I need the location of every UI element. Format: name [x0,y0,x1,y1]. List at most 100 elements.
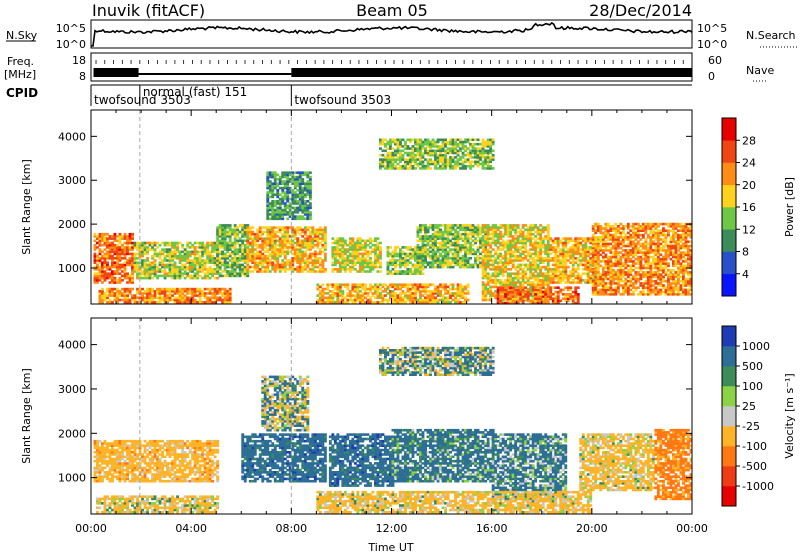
echo-cell [196,261,200,264]
echo-cell [499,279,503,282]
echo-cell [168,265,172,269]
echo-cell [278,254,282,258]
echo-cell [98,270,102,273]
echo-cell [296,237,300,240]
echo-cell [136,263,139,267]
echo-cell [191,274,195,278]
echo-cell [221,243,225,247]
echo-cell [386,250,390,254]
echo-cell [161,270,164,273]
echo-cell [176,257,179,260]
echo-cell [291,228,295,232]
echo-cell [238,274,242,278]
echo-cell [153,254,157,258]
echo-cell [218,265,222,269]
echo-cell [173,263,177,267]
echo-cell [456,259,460,262]
echo-cell [529,248,533,251]
echo-cell [454,254,457,258]
echo-cell [276,217,280,221]
echo-cell [313,250,317,254]
echo-cell [436,235,440,238]
echo-cell [316,232,320,236]
echo-cell [266,204,270,207]
echo-cell [141,272,144,275]
echo-cell [424,298,427,302]
echo-cell [236,259,240,262]
echo-cell [471,248,475,251]
echo-cell [263,254,267,258]
echo-cell [228,296,232,300]
echo-cell [208,243,212,247]
echo-cell [101,250,104,254]
echo-cell [291,265,295,269]
echo-cell [356,285,360,289]
echo-cell [146,241,149,245]
echo-cell [323,287,327,291]
echo-cell [338,285,342,289]
echo-cell [323,235,327,238]
echo-cell [298,261,302,264]
echo-cell [374,243,377,247]
echo-cell [536,226,540,229]
echo-cell [173,246,177,249]
echo-cell [153,243,157,247]
echo-cell [241,224,245,227]
echo-cell [431,239,435,243]
echo-cell [361,254,365,258]
echo-cell [218,257,222,260]
echo-cell [551,268,555,271]
echo-cell [581,279,585,282]
echo-cell [236,250,240,254]
echo-cell [419,228,422,232]
echo-cell [156,241,159,245]
echo-cell [121,287,124,291]
echo-cell [226,290,230,293]
echo-cell [313,254,317,258]
echo-cell [464,265,467,269]
echo-cell [248,226,252,229]
echo-cell [469,252,472,256]
echo-cell [451,248,455,251]
echo-cell [168,270,172,273]
echo-cell [629,277,633,281]
echo-cell [306,204,310,207]
echo-cell [474,259,477,262]
echo-cell [481,257,485,260]
echo-cell [364,252,367,256]
echo-cell [161,241,164,245]
echo-cell [301,171,305,174]
echo-cell [406,261,410,264]
echo-cell [168,290,172,293]
echo-cell [343,257,347,260]
echo-cell [399,296,402,300]
echo-cell [606,286,610,289]
cpid-segment-label: normal (fast) 151 [143,85,247,99]
echo-cell [188,292,192,295]
echo-cell [439,294,442,297]
echo-cell [606,222,610,226]
echo-cell [288,202,292,205]
echo-cell [476,246,480,249]
echo-cell [464,239,467,243]
echo-cell [396,287,400,291]
echo-cell [103,279,107,282]
echo-cell [379,265,382,269]
echo-cell [271,241,275,245]
echo-cell [268,189,272,192]
echo-cell [226,300,230,304]
echo-cell [426,294,430,297]
echo-cell [484,248,488,251]
echo-cell [151,246,154,249]
echo-cell [133,254,137,258]
echo-cell [113,281,117,284]
echo-cell [491,254,495,258]
echo-cell [278,175,282,179]
echo-cell [228,290,232,293]
echo-cell [308,239,312,243]
echo-cell [361,248,365,251]
echo-cell [293,228,297,232]
echo-cell [98,274,102,278]
echo-cell [288,226,292,229]
echo-cell [258,261,262,264]
